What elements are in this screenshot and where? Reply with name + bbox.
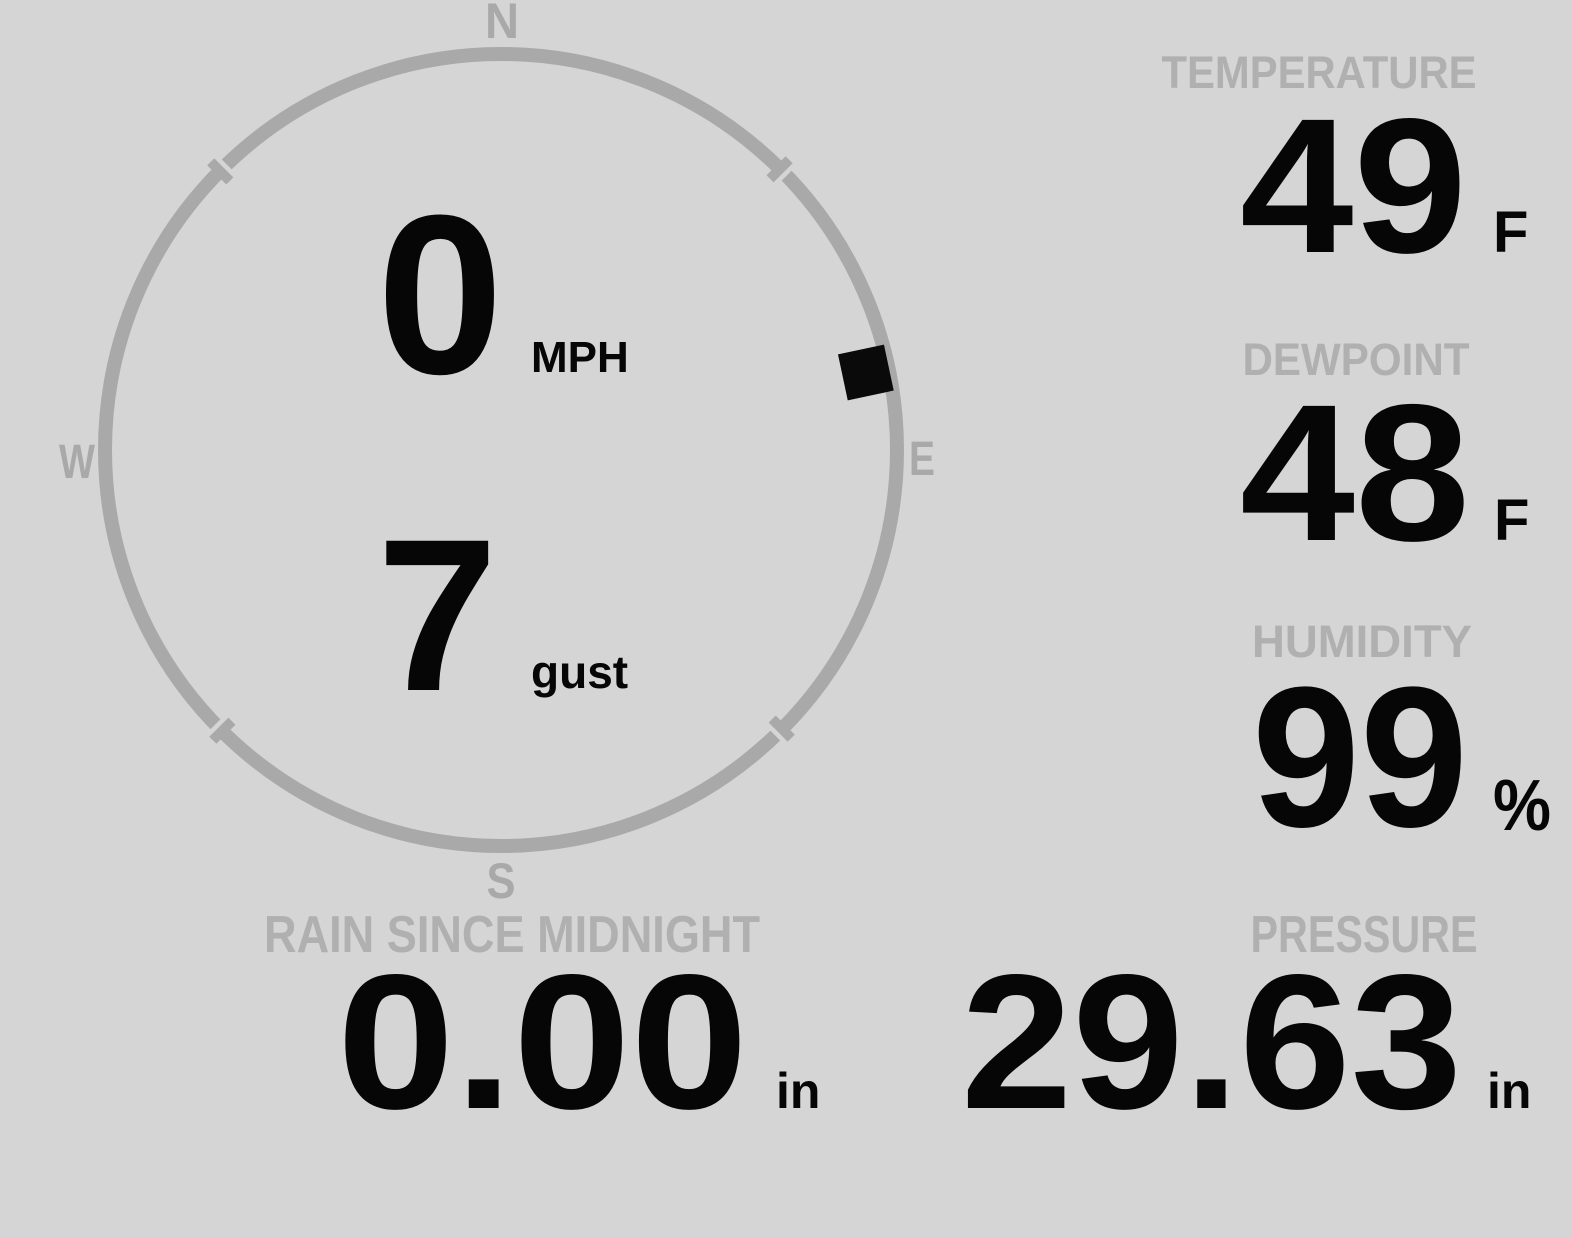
- wind-speed-unit: MPH: [531, 333, 629, 382]
- humidity-unit: %: [1493, 766, 1551, 846]
- tick-mark: [766, 715, 795, 744]
- rain-label: RAIN SINCE MIDNIGHT: [264, 906, 760, 964]
- rain-widget: RAIN SINCE MIDNIGHT 0.00 in: [264, 906, 820, 1149]
- dewpoint-widget: DEWPOINT 48 F: [1240, 334, 1529, 582]
- compass-tick-sw: [204, 713, 236, 744]
- humidity-widget: HUMIDITY 99 %: [1252, 616, 1551, 869]
- pressure-widget: PRESSURE 29.63 in: [961, 906, 1531, 1149]
- temperature-unit: F: [1493, 200, 1528, 265]
- compass-label-east: E: [909, 433, 935, 486]
- temperature-widget: TEMPERATURE 49 F: [1162, 47, 1529, 293]
- compass-tick-nw: [207, 153, 238, 185]
- dewpoint-label: DEWPOINT: [1243, 334, 1470, 385]
- humidity-label: HUMIDITY: [1252, 616, 1472, 667]
- wind-compass: N S E W 0 MPH 7 gust: [59, 0, 935, 909]
- dewpoint-value: 48: [1240, 364, 1470, 582]
- tick-mark: [766, 156, 795, 185]
- pressure-unit: in: [1487, 1063, 1531, 1119]
- pressure-label: PRESSURE: [1251, 906, 1478, 964]
- compass-label-north: N: [485, 0, 519, 49]
- compass-label-south: S: [487, 853, 516, 909]
- tick-gap: [204, 713, 230, 739]
- wind-gust-value: 7: [377, 494, 498, 736]
- temperature-value: 49: [1240, 78, 1467, 293]
- compass-label-west: W: [59, 436, 96, 489]
- compass-tick-se: [764, 715, 795, 747]
- dewpoint-unit: F: [1494, 488, 1529, 553]
- tick-mark: [207, 156, 236, 185]
- tick-gap: [212, 153, 238, 179]
- humidity-value: 99: [1252, 646, 1468, 869]
- tick-gap: [772, 161, 798, 187]
- wind-gust-label: gust: [531, 646, 628, 698]
- wind-direction-marker: [837, 344, 894, 401]
- wind-speed-value: 0: [377, 169, 503, 422]
- tick-gap: [764, 721, 790, 747]
- rain-value: 0.00: [337, 934, 748, 1149]
- rain-unit: in: [776, 1063, 820, 1119]
- tick-mark: [207, 715, 236, 744]
- compass-ring: [98, 47, 904, 853]
- temperature-label: TEMPERATURE: [1162, 47, 1477, 98]
- compass-tick-ne: [766, 156, 798, 187]
- pressure-value: 29.63: [961, 934, 1462, 1149]
